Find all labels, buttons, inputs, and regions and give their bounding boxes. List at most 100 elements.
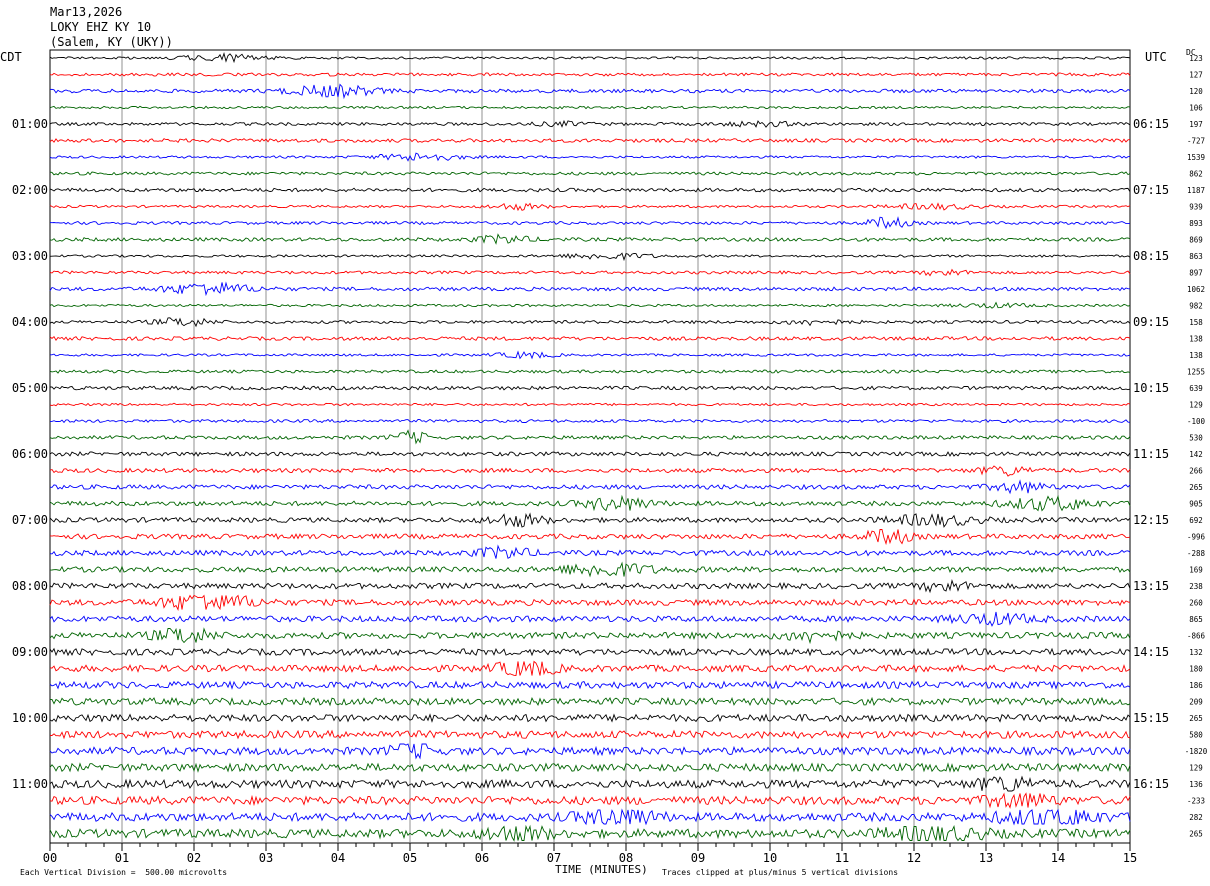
right-hour-label: 09:15 [1133,315,1169,329]
dc-offset-label: 869 [1189,236,1203,245]
trace-line [49,494,1131,512]
right-hour-label: 12:15 [1133,513,1169,527]
left-hour-label: 07:00 [12,513,48,527]
trace-line [49,743,1131,760]
trace-line [49,52,1131,64]
dc-offset-label: 692 [1189,516,1203,525]
trace-line [49,479,1131,495]
trace-line [49,762,1131,773]
right-hour-label: 13:15 [1133,579,1169,593]
trace-line [49,713,1131,723]
x-tick-label: 03 [259,851,273,865]
trace-line [49,83,1131,100]
dc-offset-label: 197 [1189,120,1203,129]
right-hour-label: 15:15 [1133,711,1169,725]
trace-line [49,317,1131,328]
dc-offset-label: 136 [1189,780,1203,789]
x-tick-label: 09 [691,851,705,865]
trace-line [49,137,1131,144]
trace-line [49,775,1131,792]
x-tick-label: 07 [547,851,561,865]
x-tick-label: 15 [1123,851,1137,865]
x-tick-label: 14 [1051,851,1065,865]
trace-line [49,105,1131,110]
dc-offset-label: 265 [1189,714,1203,723]
right-hour-label: 16:15 [1133,777,1169,791]
dc-offset-label: 1539 [1187,153,1205,162]
trace-line [49,561,1131,578]
scale-note: Each Vertical Division = 500.00 microvol… [20,868,228,877]
trace-line [49,268,1131,277]
left-timezone-label: CDT [0,50,22,64]
dc-offset-label: 266 [1189,467,1203,476]
trace-line [50,350,1131,360]
trace-line [49,594,1131,611]
trace-line [49,792,1131,809]
location-label: (Salem, KY (UKY)) [50,35,173,49]
trace-line [49,171,1131,176]
dc-offset-label: 180 [1189,665,1203,674]
dc-offset-label: 1255 [1187,368,1205,377]
dc-offset-label: 862 [1189,170,1203,179]
trace-line [49,72,1131,77]
left-hour-label: 08:00 [12,579,48,593]
trace-line [49,119,1131,128]
x-axis-title: TIME (MINUTES) [555,863,648,876]
dc-offset-label: 865 [1189,615,1203,624]
dc-offset-label: -866 [1187,632,1206,641]
trace-line [49,187,1131,193]
dc-offset-label: 129 [1189,764,1203,773]
dc-offset-label: 897 [1189,269,1203,278]
dc-offset-label: 142 [1189,450,1203,459]
trace-line [49,451,1131,457]
dc-label: DC [1186,48,1196,57]
dc-offset-label: 132 [1189,648,1203,657]
trace-line [49,611,1131,627]
dc-offset-label: 106 [1189,104,1203,113]
dc-offset-label: 265 [1189,483,1203,492]
trace-line [49,335,1131,342]
dc-offset-label: 138 [1189,351,1203,360]
dc-offset-label: 186 [1189,681,1203,690]
trace-line [49,233,1131,245]
right-hour-label: 14:15 [1133,645,1169,659]
right-timezone-label: UTC [1145,50,1167,64]
trace-line [50,729,1131,740]
dc-offset-label: 580 [1189,731,1203,740]
left-hour-label: 10:00 [12,711,48,725]
dc-offset-label: 282 [1189,813,1203,822]
left-hour-label: 01:00 [12,117,48,131]
dc-offset-label: 982 [1189,302,1203,311]
x-tick-label: 10 [763,851,777,865]
dc-offset-label: -288 [1187,549,1206,558]
left-hour-label: 05:00 [12,381,48,395]
dc-offset-label: 129 [1189,401,1203,410]
dc-offset-label: 1062 [1187,285,1205,294]
plot-frame [49,49,1131,844]
dc-offset-label: 260 [1189,599,1203,608]
dc-offset-label: 265 [1189,830,1203,839]
trace-line [49,578,1131,594]
x-tick-label: 11 [835,851,849,865]
trace-line [49,808,1131,826]
date-label: Mar13,2026 [50,5,123,19]
left-hour-label: 03:00 [12,249,48,263]
right-hour-label: 07:15 [1133,183,1169,197]
dc-offset-label: 893 [1189,219,1203,228]
dc-offset-label: -100 [1187,417,1206,426]
dc-offset-label: -996 [1187,533,1206,542]
dc-offset-label: -727 [1187,137,1205,146]
dc-offset-label: 138 [1189,335,1203,344]
dc-offset-label: 939 [1189,203,1203,212]
trace-line [49,281,1131,297]
dc-offset-label: -233 [1187,797,1205,806]
trace-line [49,696,1131,707]
trace-line [49,402,1131,407]
left-hour-label: 11:00 [12,777,48,791]
trace-line [49,512,1131,528]
trace-line [50,418,1131,424]
x-tick-label: 13 [979,851,993,865]
clip-note: Traces clipped at plus/minus 5 vertical … [662,868,899,877]
trace-line [49,465,1131,477]
